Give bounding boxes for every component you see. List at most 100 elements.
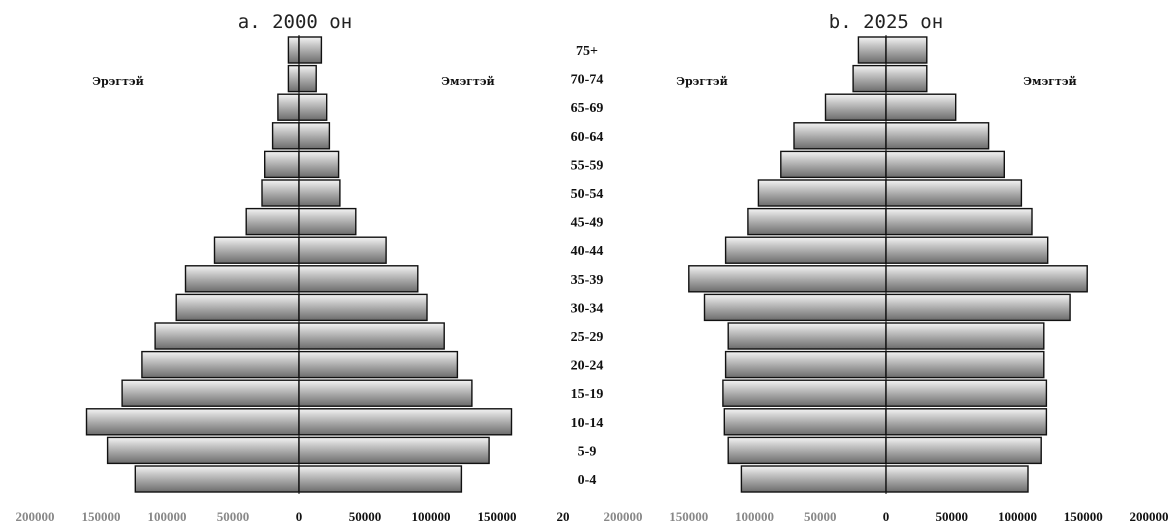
x-tick-b-6: 100000: [998, 509, 1037, 524]
bar-a-male-55-59: [264, 150, 300, 179]
bar-a-male-75+: [287, 36, 300, 64]
age-label-40-44: 40-44: [571, 244, 604, 259]
bar-b-male-35-39: [688, 265, 887, 293]
chart-a-right-label: Эмэгтэй: [441, 75, 494, 88]
x-tick-a-2: 100000: [148, 509, 187, 524]
age-label-70-74: 70-74: [571, 73, 604, 88]
bar-b-female-20-24: [885, 350, 1045, 379]
bar-a-female-60-64: [298, 122, 331, 150]
bar-a-female-20-24: [298, 350, 459, 379]
x-tick-a-7: 150000: [478, 509, 517, 524]
bar-a-male-30-34: [175, 293, 300, 322]
bar-a-female-45-49: [298, 207, 357, 236]
bar-a-female-55-59: [298, 150, 340, 179]
bar-b-male-30-34: [703, 293, 887, 322]
x-tick-b-4: 0: [883, 509, 890, 524]
x-tick-b-3: 50000: [804, 509, 837, 524]
x-tick-a-0: 200000: [16, 509, 55, 524]
age-label-25-29: 25-29: [571, 330, 604, 345]
bar-a-female-40-44: [298, 236, 387, 264]
x-tick-a-4: 0: [296, 509, 303, 524]
bar-a-male-40-44: [213, 236, 300, 264]
x-tick-b-7: 150000: [1064, 509, 1103, 524]
age-label-75+: 75+: [576, 44, 598, 59]
chart-b-title: b. 2025 он: [829, 11, 943, 33]
x-tick-b-8: 200000: [1130, 509, 1169, 524]
x-tick-a-8: 20: [557, 509, 570, 524]
bar-a-male-10-14: [85, 408, 300, 436]
x-tick-a-1: 150000: [82, 509, 121, 524]
age-label-10-14: 10-14: [571, 416, 604, 431]
bar-b-male-15-19: [722, 379, 887, 407]
x-tick-a-5: 50000: [349, 509, 382, 524]
age-label-60-64: 60-64: [571, 130, 604, 145]
bar-a-male-5-9: [106, 436, 300, 465]
bar-a-male-0-4: [134, 465, 300, 493]
bar-a-female-65-69: [298, 93, 328, 121]
bar-a-male-15-19: [121, 379, 300, 407]
bar-b-male-25-29: [727, 322, 887, 350]
bar-a-male-65-69: [277, 93, 300, 121]
bar-a-female-50-54: [298, 179, 341, 207]
x-tick-a-6: 100000: [412, 509, 451, 524]
age-label-0-4: 0-4: [578, 473, 597, 488]
age-label-55-59: 55-59: [571, 158, 604, 173]
bar-b-male-0-4: [740, 465, 887, 493]
bar-b-male-45-49: [747, 207, 887, 236]
bar-a-male-60-64: [271, 122, 300, 150]
bar-b-female-45-49: [885, 207, 1033, 236]
age-label-15-19: 15-19: [571, 387, 604, 402]
bar-a-female-15-19: [298, 379, 473, 407]
bar-b-female-5-9: [885, 436, 1042, 465]
x-tick-b-0: 200000: [604, 509, 643, 524]
bar-a-female-0-4: [298, 465, 463, 493]
bar-a-female-35-39: [298, 265, 419, 293]
chart-marks: 200000 150000 100000 50000 0 50000 100000 15000…: [16, 35, 1169, 524]
age-label-5-9: 5-9: [578, 444, 597, 459]
bar-b-male-65-69: [824, 93, 887, 121]
bar-a-female-5-9: [298, 436, 490, 465]
bar-a-female-10-14: [298, 408, 513, 436]
age-label-50-54: 50-54: [571, 187, 604, 202]
bar-b-female-70-74: [885, 64, 928, 93]
chart-b-left-label: Эрэгтэй: [676, 75, 728, 88]
age-label-35-39: 35-39: [571, 273, 604, 288]
chart-a-left-label: Эрэгтэй: [92, 75, 144, 88]
bar-a-male-70-74: [287, 64, 300, 93]
bar-b-male-70-74: [852, 64, 887, 93]
bar-b-female-55-59: [885, 150, 1006, 179]
bar-b-female-75+: [885, 36, 928, 64]
bar-b-male-75+: [857, 36, 887, 64]
x-tick-b-5: 50000: [936, 509, 969, 524]
bar-b-male-55-59: [780, 150, 887, 179]
bar-b-female-65-69: [885, 93, 957, 121]
bar-b-male-10-14: [723, 408, 887, 436]
bar-b-male-50-54: [757, 179, 887, 207]
bar-a-male-45-49: [245, 207, 300, 236]
bar-b-female-60-64: [885, 122, 990, 150]
bar-a-female-75+: [298, 36, 323, 64]
bar-b-female-35-39: [885, 265, 1088, 293]
age-label-20-24: 20-24: [571, 359, 604, 374]
bar-a-female-25-29: [298, 322, 445, 350]
bar-b-female-25-29: [885, 322, 1045, 350]
chart-a-title: a. 2000 он: [238, 11, 352, 33]
bar-a-male-50-54: [261, 179, 300, 207]
bar-a-female-70-74: [298, 64, 317, 93]
bar-b-male-60-64: [793, 122, 887, 150]
bar-a-male-20-24: [141, 350, 300, 379]
bar-a-male-25-29: [154, 322, 300, 350]
bar-a-female-30-34: [298, 293, 428, 322]
age-label-30-34: 30-34: [571, 301, 604, 316]
bar-a-male-35-39: [184, 265, 300, 293]
chart-b-right-label: Эмэгтэй: [1023, 75, 1076, 88]
bar-b-male-40-44: [724, 236, 887, 264]
bar-b-female-30-34: [885, 293, 1071, 322]
bar-b-male-20-24: [724, 350, 887, 379]
x-tick-a-3: 50000: [217, 509, 250, 524]
bar-b-female-0-4: [885, 465, 1029, 493]
age-label-45-49: 45-49: [571, 216, 604, 231]
bar-b-male-5-9: [727, 436, 887, 465]
bar-b-female-10-14: [885, 408, 1048, 436]
